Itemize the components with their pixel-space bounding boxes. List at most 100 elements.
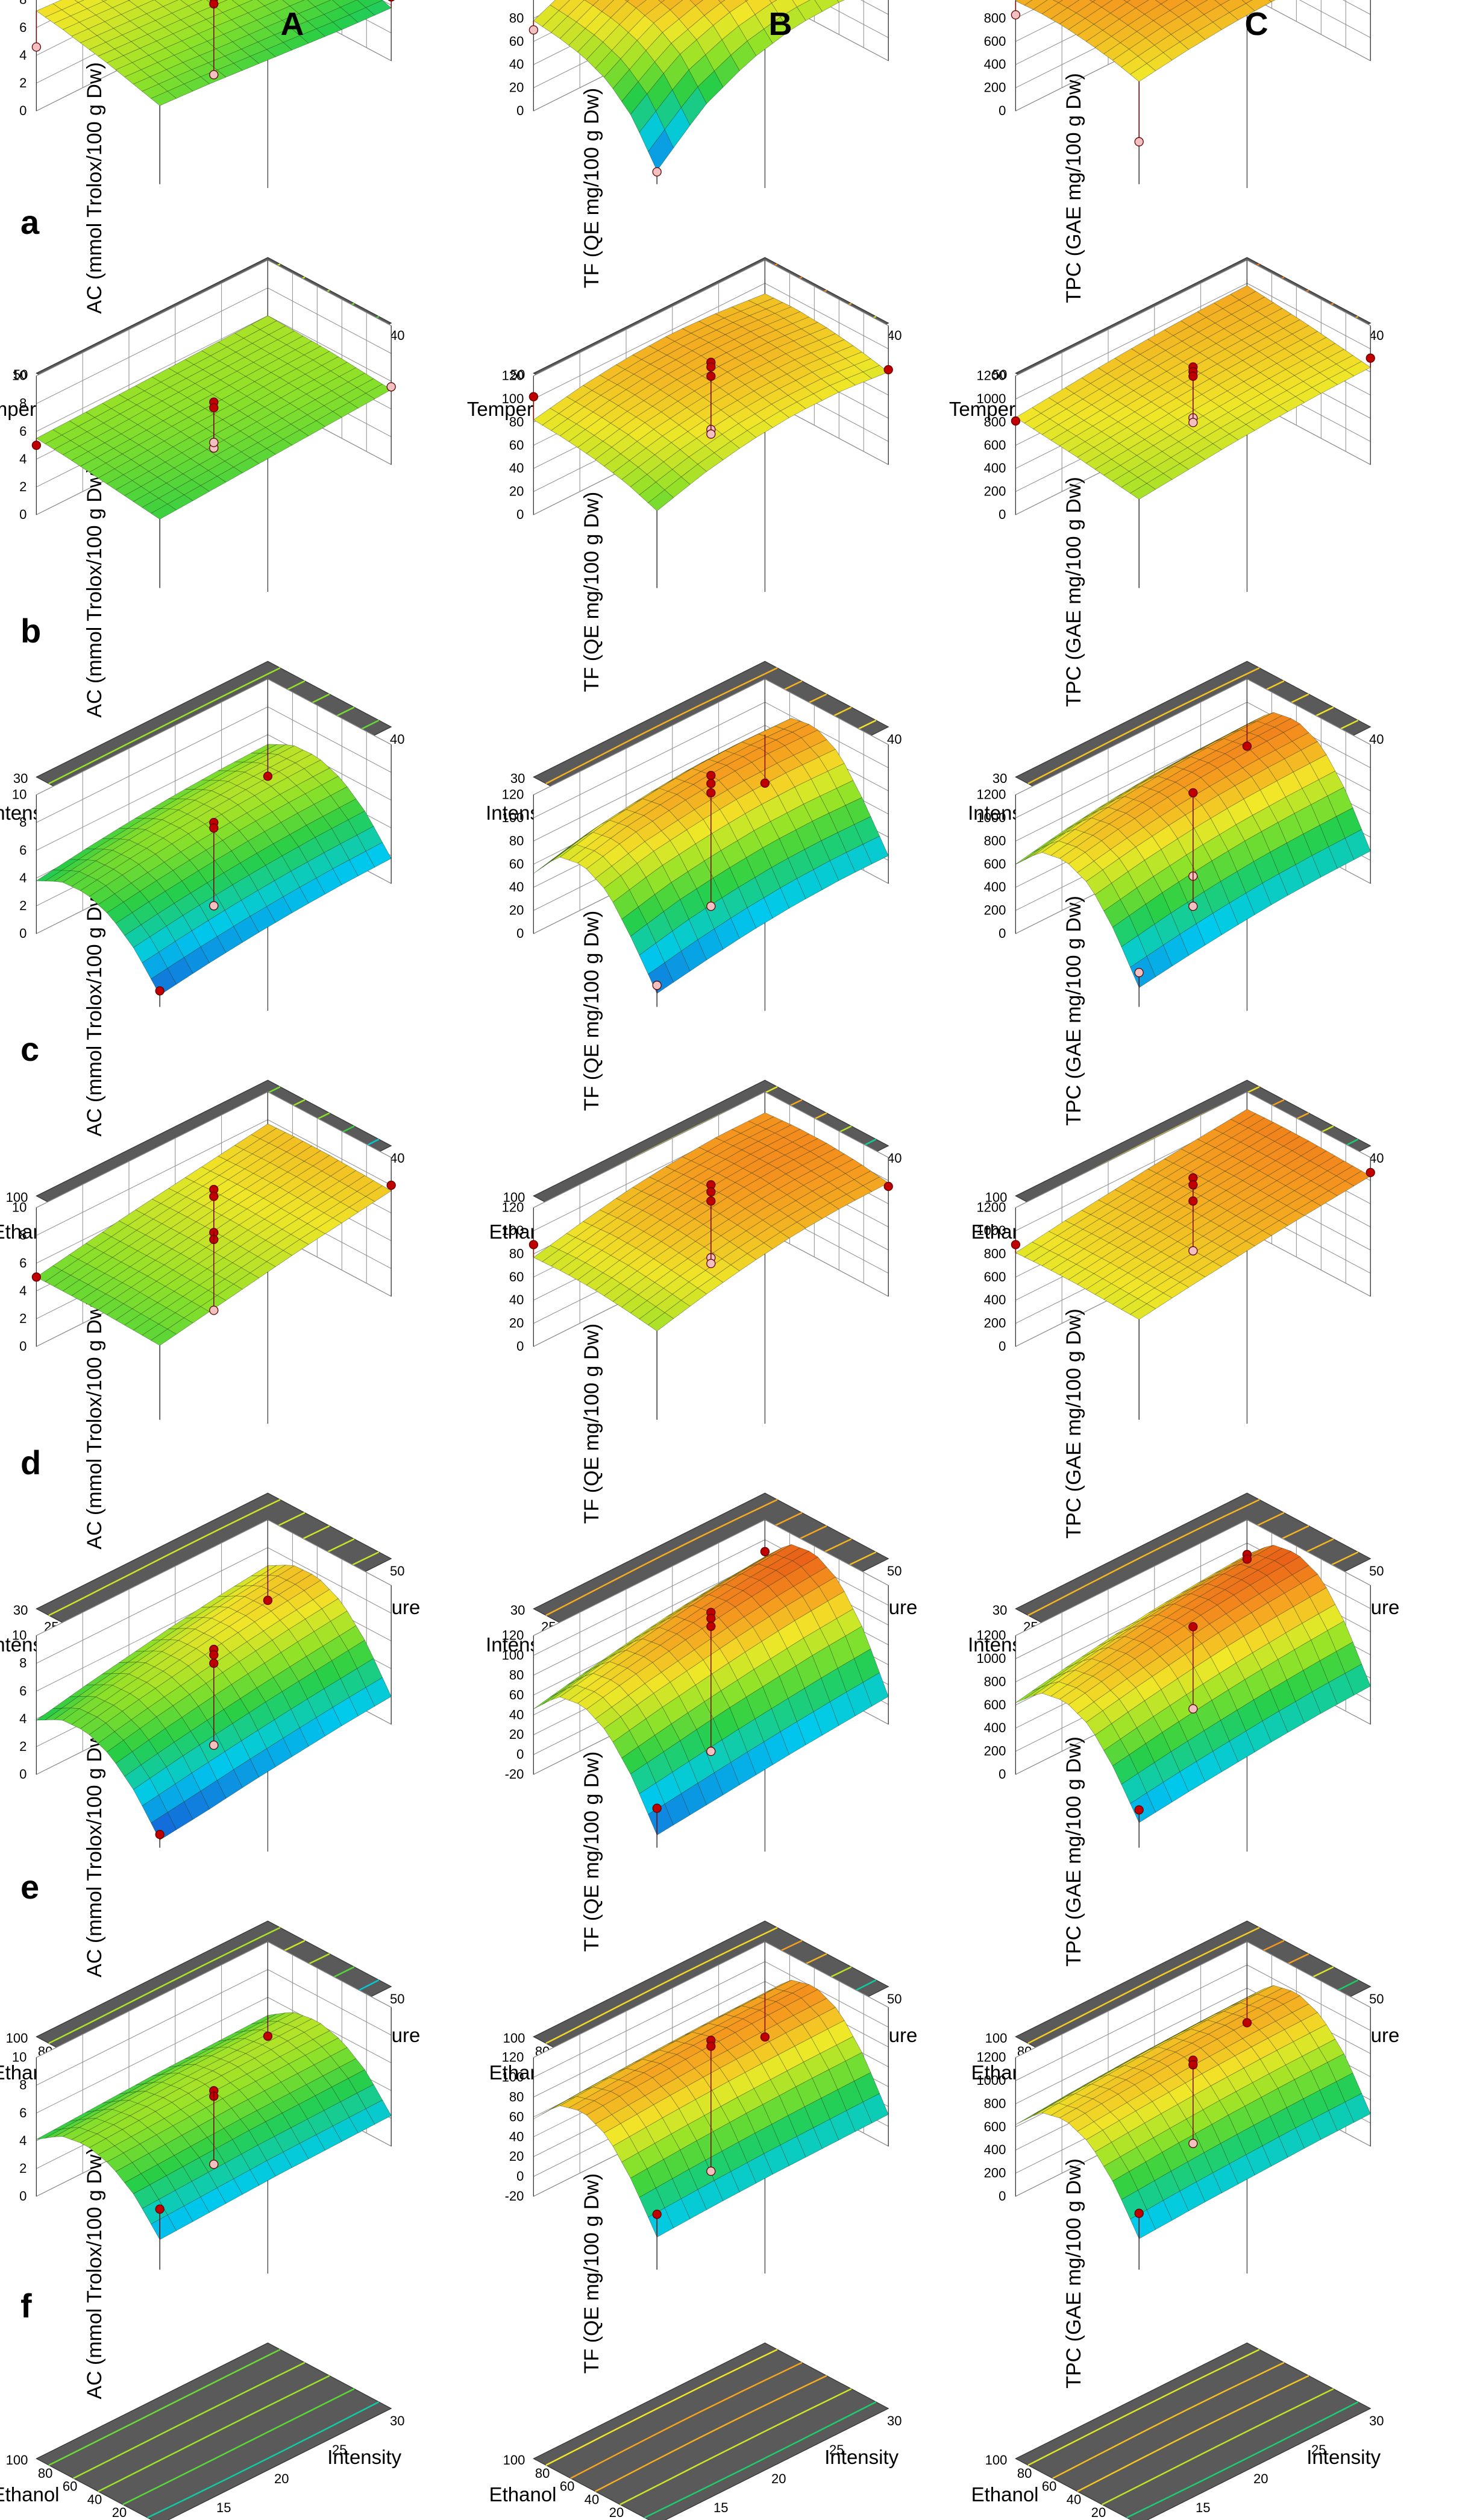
z-tick-label: 6 bbox=[19, 424, 27, 439]
contour-line bbox=[595, 2375, 827, 2492]
y-tick-label: 30 bbox=[510, 771, 525, 786]
z-tick-label: 120 bbox=[502, 787, 524, 802]
z-tick-label: 120 bbox=[502, 1200, 524, 1215]
y-tick-label: 30 bbox=[993, 1603, 1007, 1618]
z-tick-label: 0 bbox=[19, 2189, 27, 2204]
x-tick-label: 30 bbox=[390, 2413, 404, 2428]
z-tick-label: 0 bbox=[999, 1339, 1006, 1354]
surface-cell bbox=[1241, 0, 1253, 4]
design-point bbox=[1011, 416, 1021, 426]
x-tick-label: 40 bbox=[390, 1151, 404, 1166]
surface-cell bbox=[624, 0, 630, 2]
x-tick-label: 50 bbox=[1369, 1991, 1384, 2006]
design-point bbox=[706, 2166, 716, 2176]
wall-gridline bbox=[268, 1941, 392, 2008]
y-tick-label: 60 bbox=[1042, 2479, 1056, 2494]
design-point bbox=[1242, 741, 1252, 751]
wall-gridline bbox=[1015, 283, 1247, 400]
wall-gridline bbox=[1015, 1542, 1247, 1659]
design-point bbox=[652, 2210, 662, 2219]
z-tick-label: 600 bbox=[984, 438, 1006, 453]
design-point bbox=[883, 365, 893, 375]
contour-line bbox=[122, 2388, 355, 2506]
wall-gridline bbox=[1015, 1941, 1247, 2058]
wall-gridline bbox=[860, 0, 889, 15]
z-tick-label: 40 bbox=[509, 1292, 524, 1307]
wall-gridline bbox=[1015, 1092, 1247, 1208]
z-tick-label: 8 bbox=[19, 0, 27, 7]
y-tick-label: 20 bbox=[609, 2505, 624, 2520]
wall-gridline bbox=[765, 1941, 889, 2008]
row-label-d: d bbox=[20, 1444, 41, 1482]
z-tick-label: 40 bbox=[509, 879, 524, 894]
z-tick-label: 0 bbox=[516, 926, 524, 941]
wall-gridline bbox=[1247, 260, 1371, 326]
z-tick-label: 20 bbox=[509, 1727, 524, 1742]
contour-line bbox=[545, 667, 778, 785]
z-tick-label: 60 bbox=[509, 1269, 524, 1284]
design-point bbox=[209, 1740, 219, 1750]
z-tick-label: 10 bbox=[12, 1628, 27, 1643]
design-point bbox=[1366, 353, 1375, 363]
contour-line bbox=[644, 2401, 877, 2519]
surface-cell bbox=[151, 1328, 177, 1346]
x-tick-label: 15 bbox=[216, 2500, 231, 2515]
design-point bbox=[1188, 1704, 1198, 1714]
contour-line bbox=[1027, 2348, 1260, 2466]
design-point bbox=[386, 1180, 396, 1190]
design-point bbox=[263, 2031, 273, 2041]
z-tick-label: 800 bbox=[984, 1674, 1006, 1689]
wall-gridline bbox=[533, 1539, 765, 1656]
y-tick-label: 100 bbox=[6, 2031, 28, 2046]
y-tick-label: 50 bbox=[510, 367, 525, 382]
surface-cell bbox=[101, 0, 108, 2]
z-tick-label: 20 bbox=[509, 903, 524, 918]
z-tick-label: 80 bbox=[509, 1246, 524, 1261]
z-axis-title: AC (mmol Trolox/100 g Dw) bbox=[83, 2148, 106, 2399]
z-tick-label: 400 bbox=[984, 1720, 1006, 1735]
z-tick-label: 8 bbox=[19, 1228, 27, 1243]
wall-gridline bbox=[268, 260, 392, 326]
x-tick-label: 50 bbox=[390, 1563, 404, 1579]
z-tick-label: 60 bbox=[509, 1687, 524, 1702]
design-point bbox=[209, 1650, 219, 1660]
wall-gridline bbox=[36, 706, 268, 823]
design-point bbox=[1188, 788, 1198, 798]
z-tick-label: 100 bbox=[502, 2070, 524, 2085]
z-tick-label: 10 bbox=[12, 2050, 27, 2065]
wall-gridline bbox=[36, 1092, 268, 1208]
z-tick-label: 2 bbox=[19, 2161, 27, 2176]
z-tick-label: 2 bbox=[19, 898, 27, 913]
z-tick-label: 1000 bbox=[976, 391, 1006, 406]
z-tick-label: 80 bbox=[509, 414, 524, 429]
design-point bbox=[652, 981, 662, 990]
x-tick-label: 25 bbox=[829, 2442, 844, 2457]
y-tick-label: 80 bbox=[38, 2466, 52, 2481]
design-point bbox=[706, 429, 716, 439]
z-tick-label: 60 bbox=[509, 856, 524, 872]
x-tick-label: 50 bbox=[887, 1563, 902, 1579]
surface-cell bbox=[74, 0, 85, 3]
surface-cell bbox=[1130, 483, 1156, 500]
z-tick-label: 8 bbox=[19, 815, 27, 830]
surface-cell bbox=[1268, 0, 1276, 2]
x-tick-label: 20 bbox=[274, 2471, 289, 2486]
design-point bbox=[760, 1547, 770, 1556]
design-point bbox=[1134, 137, 1144, 146]
surface-cell bbox=[648, 489, 674, 511]
wall-gridline bbox=[1247, 1941, 1371, 2008]
x-tick-label: 40 bbox=[1369, 1151, 1384, 1166]
wall-gridline bbox=[268, 1519, 392, 1586]
x-tick-label: 25 bbox=[332, 2442, 347, 2457]
wall-gridline bbox=[1015, 1964, 1247, 2081]
contour-line bbox=[48, 1926, 281, 2044]
design-point bbox=[1366, 1167, 1375, 1178]
surface-cell bbox=[151, 2214, 177, 2240]
design-point bbox=[155, 1829, 165, 1840]
z-tick-label: 0 bbox=[19, 1339, 27, 1354]
y-tick-label: 60 bbox=[63, 2479, 77, 2494]
wall-gridline bbox=[765, 1230, 889, 1297]
z-tick-label: 600 bbox=[984, 34, 1006, 49]
z-tick-label: 2 bbox=[19, 1739, 27, 1754]
